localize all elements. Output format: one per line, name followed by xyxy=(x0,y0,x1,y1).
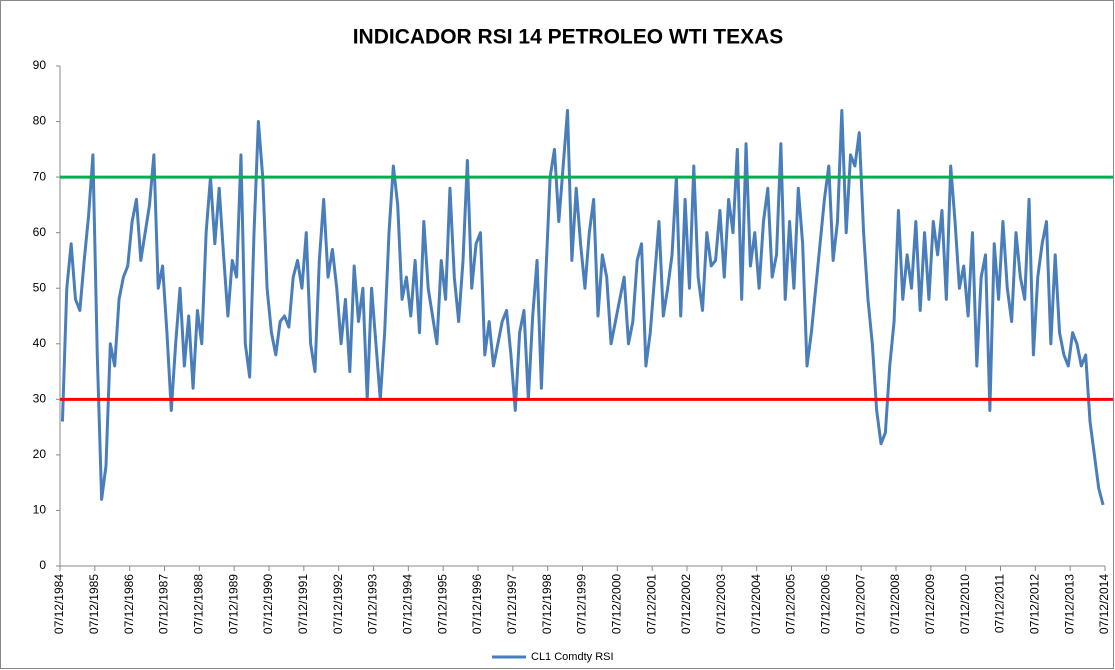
y-tick-label: 60 xyxy=(33,225,47,239)
x-tick-label: 07/12/1993 xyxy=(366,574,380,634)
x-tick-label: 07/12/2008 xyxy=(888,574,902,634)
x-tick-label: 07/12/1987 xyxy=(157,574,171,634)
x-tick-label: 07/12/2005 xyxy=(784,574,798,634)
x-tick-label: 07/12/1991 xyxy=(296,574,310,634)
y-tick-label: 80 xyxy=(33,114,47,128)
y-tick-label: 0 xyxy=(39,558,46,572)
x-tick-label: 07/12/1989 xyxy=(226,574,240,634)
x-tick-label: 07/12/1990 xyxy=(261,574,275,634)
x-tick-label: 07/12/1988 xyxy=(192,574,206,634)
x-tick-label: 07/12/2013 xyxy=(1062,574,1076,634)
x-tick-label: 07/12/1984 xyxy=(52,574,66,634)
x-tick-label: 07/12/2000 xyxy=(610,574,624,634)
chart-title: INDICADOR RSI 14 PETROLEO WTI TEXAS xyxy=(353,26,784,49)
x-tick-label: 07/12/1999 xyxy=(575,574,589,634)
x-tick-label: 07/12/2003 xyxy=(714,574,728,634)
x-tick-label: 07/12/2001 xyxy=(644,574,658,634)
x-tick-label: 07/12/2004 xyxy=(749,574,763,634)
legend-label: CL1 Comdty RSI xyxy=(531,651,614,663)
x-tick-label: 07/12/1985 xyxy=(87,574,101,634)
x-tick-label: 07/12/2006 xyxy=(819,574,833,634)
x-tick-label: 07/12/2002 xyxy=(679,574,693,634)
x-tick-label: 07/12/1994 xyxy=(401,574,415,634)
x-tick-label: 07/12/2010 xyxy=(958,574,972,634)
y-tick-label: 50 xyxy=(33,280,47,294)
rsi-line xyxy=(60,108,1105,506)
x-tick-label: 07/12/1996 xyxy=(470,574,484,634)
y-tick-label: 20 xyxy=(33,447,47,461)
y-tick-label: 90 xyxy=(33,58,47,72)
x-tick-label: 07/12/1997 xyxy=(505,574,519,634)
y-tick-label: 70 xyxy=(33,169,47,183)
x-tick-label: 07/12/1986 xyxy=(122,574,136,634)
x-tick-label: 07/12/1998 xyxy=(540,574,554,634)
x-tick-label: 07/12/2007 xyxy=(853,574,867,634)
y-tick-label: 30 xyxy=(33,392,47,406)
x-tick-label: 07/12/2014 xyxy=(1097,574,1111,634)
x-tick-label: 07/12/2011 xyxy=(993,574,1007,633)
x-tick-label: 07/12/1995 xyxy=(435,574,449,634)
x-tick-label: 07/12/1992 xyxy=(331,574,345,634)
x-tick-label: 07/12/2009 xyxy=(923,574,937,634)
x-tick-label: 07/12/2012 xyxy=(1028,574,1042,634)
y-tick-label: 40 xyxy=(33,336,47,350)
y-tick-label: 10 xyxy=(33,503,47,517)
